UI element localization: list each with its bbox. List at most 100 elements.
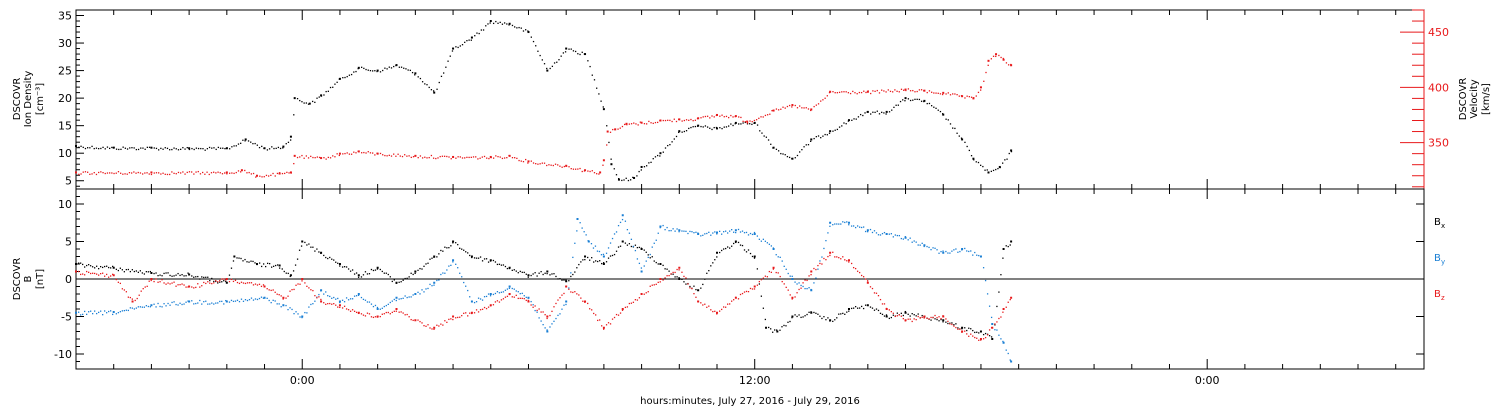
fill-point [268, 148, 271, 150]
fill-point [158, 149, 160, 151]
fill-point [110, 275, 112, 277]
fill-point [337, 262, 339, 264]
fill-point [414, 74, 416, 76]
fill-point [84, 274, 86, 276]
fill-point [928, 318, 930, 320]
fill-point [807, 108, 810, 110]
fill-point [320, 298, 322, 301]
fill-point [334, 156, 336, 158]
fill-point [898, 91, 900, 93]
data-point [697, 300, 700, 303]
fill-point [725, 115, 728, 118]
fill-point [508, 287, 511, 289]
fill-point [760, 279, 763, 281]
fill-point [872, 90, 874, 92]
fill-point [268, 262, 271, 265]
fill-point [683, 275, 685, 278]
fill-point [576, 230, 578, 232]
fill-point [325, 303, 327, 306]
fill-point [370, 303, 373, 305]
fill-point [693, 285, 695, 287]
fill-point [580, 297, 582, 299]
fill-point [909, 90, 912, 92]
fill-point [843, 122, 845, 124]
fill-point [406, 313, 408, 316]
fill-point [580, 261, 582, 263]
fill-point [608, 141, 610, 144]
data-point [1002, 308, 1005, 310]
fill-point [314, 101, 316, 104]
data-point [847, 221, 850, 224]
data-point [753, 285, 756, 288]
fill-point [137, 148, 140, 151]
fill-point [221, 300, 223, 303]
fill-point [817, 135, 820, 137]
fill-point [894, 315, 896, 318]
fill-point [933, 106, 935, 108]
fill-point [137, 306, 140, 308]
fill-point [753, 119, 756, 122]
fill-point [936, 249, 938, 251]
fill-point [206, 171, 208, 173]
fill-point [600, 100, 602, 102]
fill-point [591, 74, 593, 76]
fill-point [374, 304, 377, 307]
fill-point [144, 172, 146, 174]
fill-point [617, 246, 620, 248]
fill-point [615, 174, 618, 176]
fill-point [166, 147, 169, 150]
fill-point [327, 257, 329, 260]
fill-point [751, 123, 753, 126]
fill-point [195, 276, 197, 278]
fill-point [289, 307, 291, 309]
fill-point [135, 172, 137, 174]
fill-point [483, 296, 486, 298]
data-point [131, 300, 134, 303]
fill-point [846, 221, 848, 223]
fill-point [177, 272, 179, 275]
fill-point [951, 250, 953, 252]
fill-point [1009, 244, 1011, 246]
fill-point [364, 315, 367, 317]
fill-point [244, 282, 247, 285]
fill-point [890, 310, 892, 313]
fill-point [129, 270, 132, 273]
data-point [606, 130, 609, 133]
fill-point [232, 300, 235, 303]
fill-point [853, 118, 855, 120]
fill-point [426, 157, 428, 159]
fill-point [384, 154, 386, 157]
fill-point [223, 278, 225, 280]
fill-point [554, 163, 557, 165]
fill-point [128, 172, 131, 174]
fill-point [186, 146, 188, 149]
fill-point [869, 306, 872, 308]
fill-point [425, 325, 427, 327]
fill-point [467, 289, 469, 292]
fill-point [755, 119, 758, 121]
fill-point [364, 299, 367, 301]
fill-point [234, 279, 237, 282]
fill-point [695, 288, 697, 291]
fill-point [1000, 338, 1002, 340]
fill-point [940, 317, 942, 320]
fill-point [579, 53, 581, 56]
fill-point [602, 106, 604, 108]
fill-point [970, 96, 973, 98]
data-point [282, 296, 285, 299]
data-point [885, 308, 888, 310]
data-point [776, 330, 779, 333]
fill-point [82, 171, 84, 173]
fill-point [102, 272, 104, 274]
fill-point [819, 260, 821, 262]
fill-point [926, 102, 928, 105]
fill-point [421, 289, 423, 291]
fill-point [930, 319, 932, 321]
fill-point [150, 279, 152, 282]
fill-point [798, 282, 800, 284]
fill-point [598, 93, 600, 95]
fill-point [335, 261, 337, 263]
fill-point [779, 329, 781, 331]
fill-point [496, 300, 499, 302]
fill-point [779, 256, 781, 259]
